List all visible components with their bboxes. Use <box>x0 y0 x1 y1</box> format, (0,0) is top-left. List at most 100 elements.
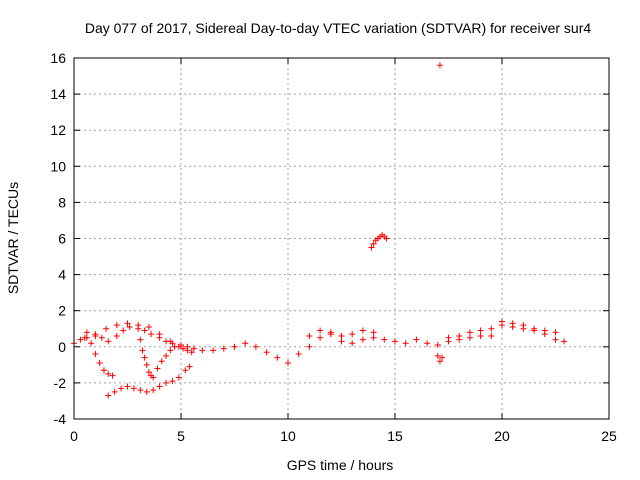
x-tick-label: 20 <box>494 428 510 444</box>
data-point <box>349 340 356 347</box>
data-point <box>370 329 377 336</box>
data-point <box>83 329 90 336</box>
data-point <box>359 327 366 334</box>
series-low-points <box>434 352 446 365</box>
data-point <box>175 343 182 350</box>
series-secondary-band <box>81 318 559 348</box>
data-point <box>145 323 152 330</box>
data-point <box>175 374 182 381</box>
data-point <box>402 340 409 347</box>
data-point <box>466 334 473 341</box>
data-point <box>317 334 324 341</box>
data-point <box>338 332 345 339</box>
y-tick-label: 4 <box>58 267 66 283</box>
data-point <box>135 322 142 329</box>
series-lower-track <box>105 363 193 399</box>
data-point <box>413 336 420 343</box>
data-point <box>143 361 150 368</box>
data-point <box>113 332 120 339</box>
data-point <box>141 354 148 361</box>
data-point <box>124 383 131 390</box>
data-point <box>456 332 463 339</box>
data-point <box>306 343 313 350</box>
y-axis-ticks: -4 -2 0 2 4 6 8 10 12 14 16 <box>50 50 609 427</box>
data-point <box>436 62 443 69</box>
data-point <box>349 331 356 338</box>
data-point <box>274 354 281 361</box>
x-tick-label: 0 <box>70 428 78 444</box>
data-point <box>445 334 452 341</box>
data-point <box>92 351 99 358</box>
data-point <box>98 334 105 341</box>
y-tick-label: 10 <box>50 158 66 174</box>
data-point <box>242 340 249 347</box>
data-point <box>130 385 137 392</box>
data-point <box>139 347 146 354</box>
data-point <box>163 379 170 386</box>
data-point <box>188 349 195 356</box>
data-point <box>541 327 548 334</box>
data-point <box>150 374 157 381</box>
data-point <box>434 341 441 348</box>
x-tick-label: 5 <box>177 428 185 444</box>
data-point <box>105 370 112 377</box>
y-tick-label: -4 <box>54 411 67 427</box>
data-point <box>466 329 473 336</box>
data-point <box>143 388 150 395</box>
data-point <box>156 383 163 390</box>
data-point <box>368 244 375 251</box>
series-outlier-cluster <box>368 231 390 251</box>
data-point <box>306 332 313 339</box>
data-point <box>392 338 398 345</box>
x-tick-label: 25 <box>601 428 617 444</box>
data-point <box>113 322 120 329</box>
data-point <box>150 387 157 394</box>
data-point <box>88 340 95 347</box>
data-point <box>552 329 559 336</box>
data-point <box>439 354 446 361</box>
grid-lines <box>74 58 609 419</box>
data-points <box>71 62 568 399</box>
data-point <box>156 331 163 338</box>
data-point <box>186 363 193 370</box>
x-tick-label: 10 <box>280 428 296 444</box>
data-point <box>148 331 155 338</box>
data-point <box>105 392 112 399</box>
data-point <box>295 351 302 358</box>
data-point <box>231 343 238 350</box>
data-point <box>184 347 191 354</box>
data-point <box>141 327 148 334</box>
data-point <box>199 347 206 354</box>
data-point <box>370 240 377 247</box>
data-point <box>92 331 99 338</box>
data-point <box>370 334 377 341</box>
data-point <box>338 338 345 345</box>
data-point <box>137 387 144 394</box>
data-point <box>118 385 125 392</box>
series-dip-1 <box>83 329 116 379</box>
data-point <box>220 345 227 352</box>
data-point <box>488 325 495 332</box>
x-axis-label: GPS time / hours <box>287 457 394 473</box>
data-point <box>424 340 431 347</box>
data-point <box>158 358 165 365</box>
data-point <box>167 338 174 345</box>
data-point <box>103 325 110 332</box>
data-point <box>169 378 176 385</box>
data-point <box>180 345 187 352</box>
data-point <box>190 345 197 352</box>
data-point <box>167 347 174 354</box>
data-point <box>381 336 388 343</box>
data-point <box>488 332 495 339</box>
data-point <box>252 343 259 350</box>
x-axis-ticks: 0 5 10 15 20 25 <box>70 58 617 444</box>
data-point <box>81 334 88 341</box>
data-point <box>109 372 116 379</box>
data-point <box>111 388 118 395</box>
data-point <box>317 327 324 334</box>
y-tick-label: 0 <box>58 339 66 355</box>
data-point <box>182 367 189 374</box>
data-point <box>137 336 144 343</box>
data-point <box>105 338 112 345</box>
